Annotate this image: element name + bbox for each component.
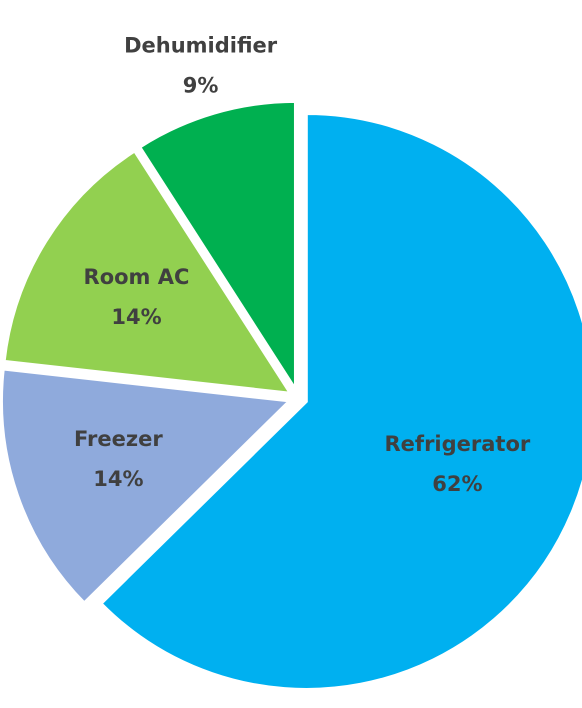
pie-slice [2,148,294,396]
pie-slice [98,111,582,691]
slice-label: Room AC [84,265,190,289]
pie-slice [0,367,293,606]
slice-value-label: 62% [432,472,482,496]
slice-value-label: 9% [183,73,219,97]
slice-value-label: 14% [93,467,143,491]
pie-slice [137,99,297,395]
slice-label: Freezer [74,427,163,451]
slice-value-label: 14% [111,305,161,329]
slice-label: Dehumidifier [124,33,278,57]
slice-label: Refrigerator [385,432,531,456]
